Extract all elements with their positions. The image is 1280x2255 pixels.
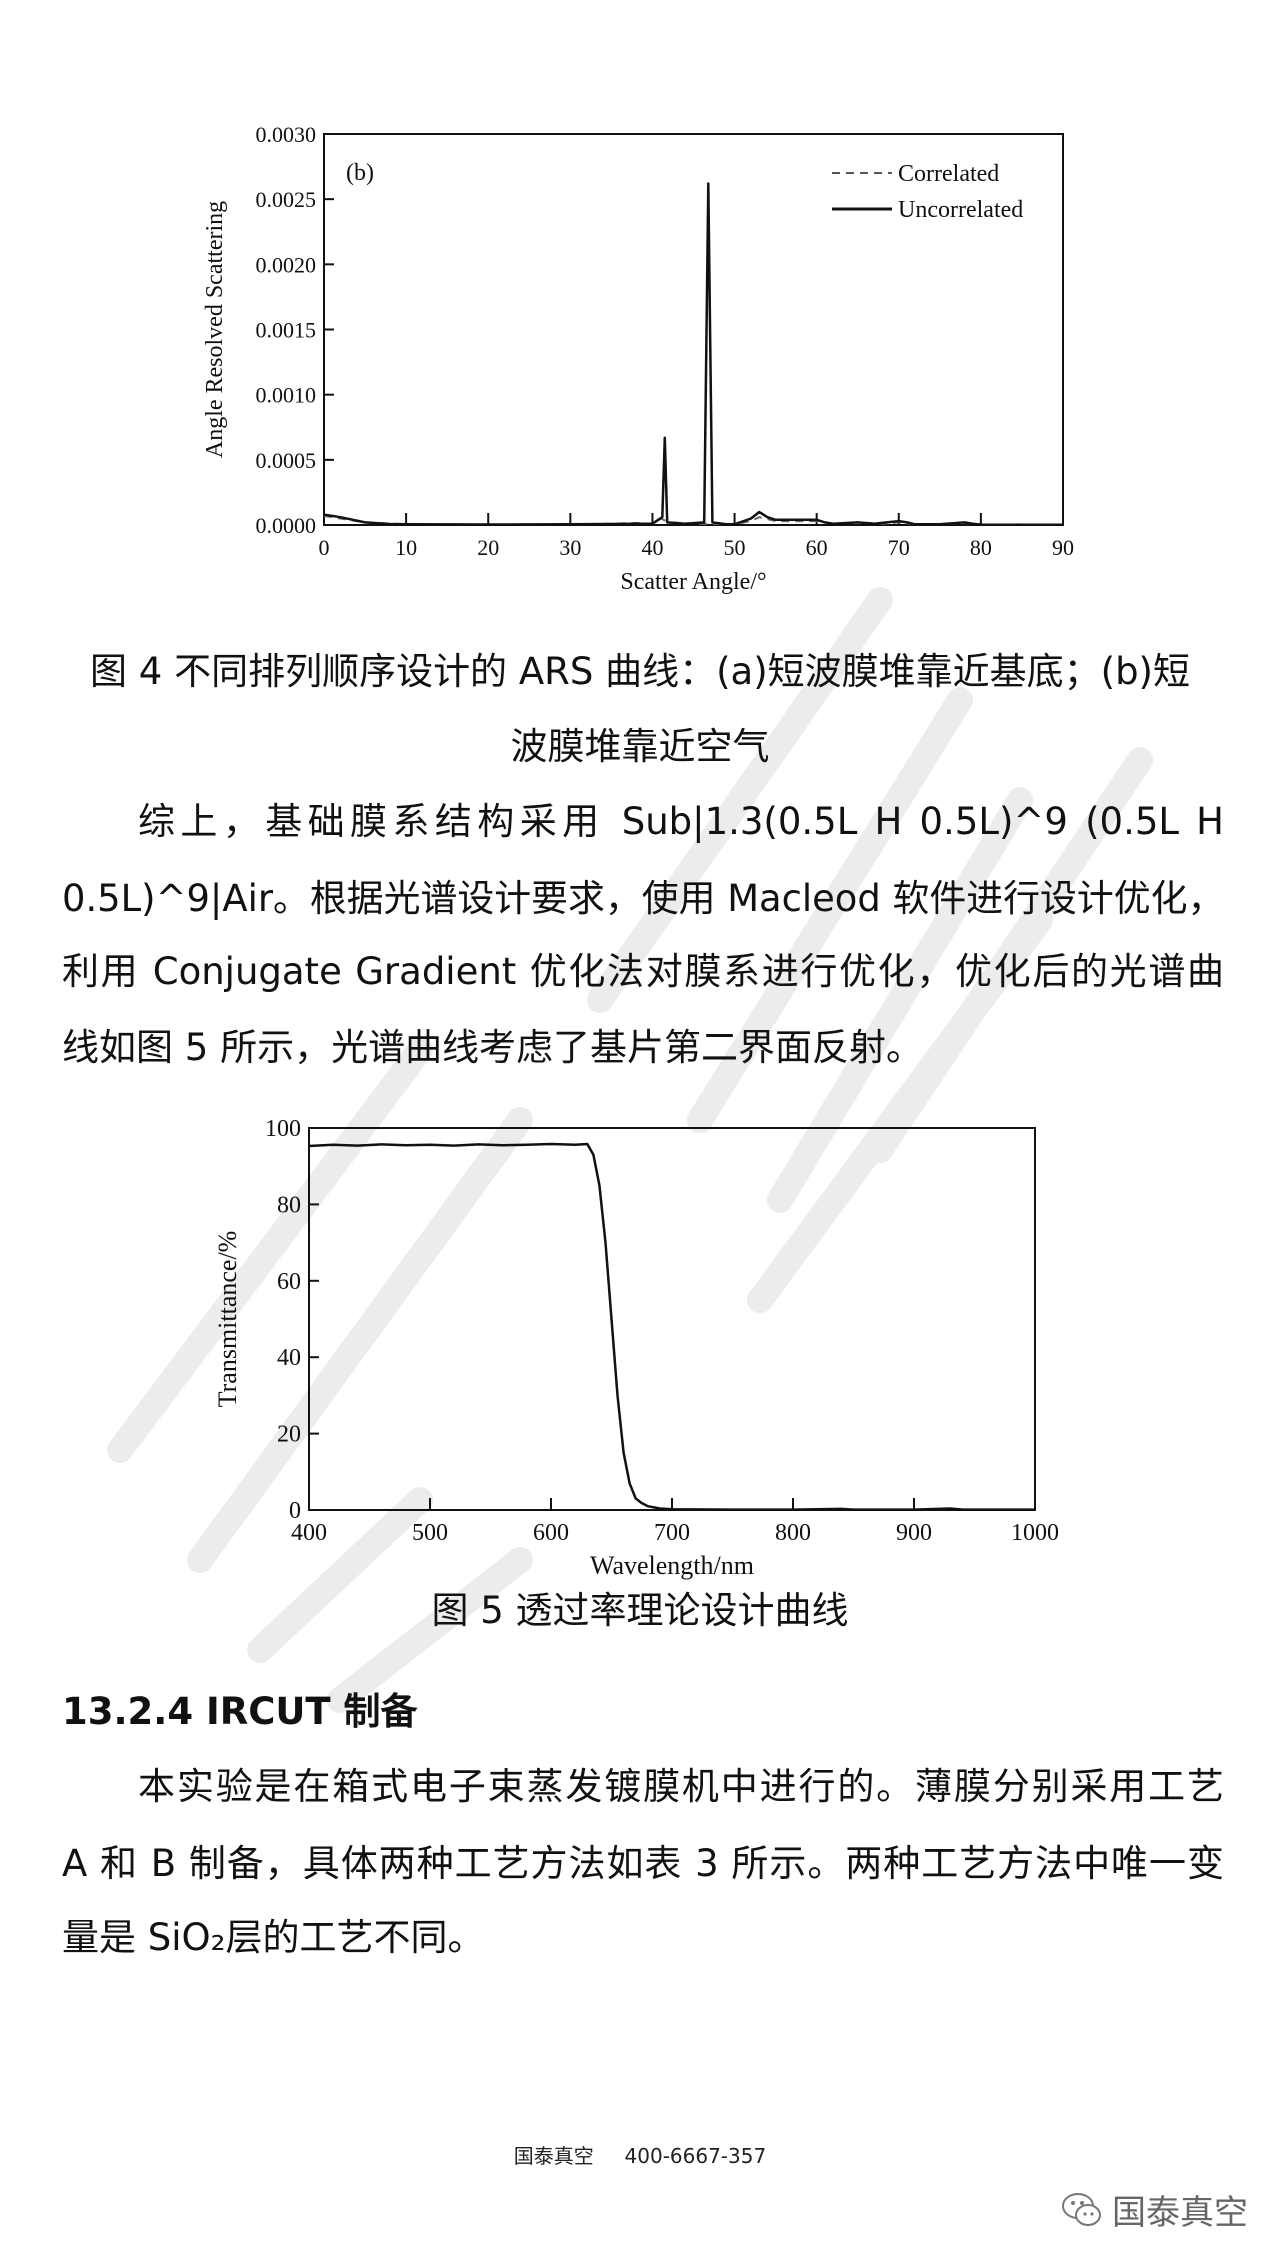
series-line-transmittance (308, 1142, 1035, 1511)
x-tick-label: 0 (319, 535, 330, 560)
plot-frame (323, 133, 1064, 526)
y-tick-label: 0.0010 (256, 383, 317, 408)
x-tick-label: 40 (641, 535, 663, 560)
x-tick-label: 500 (412, 1520, 448, 1546)
y-axis-label: Transmittance/% (213, 1231, 242, 1408)
y-tick-label: 0.0015 (256, 318, 317, 343)
figure4-caption-line1: 图 4 不同排列顺序设计的 ARS 曲线：(a)短波膜堆靠近基底；(b)短 (90, 650, 1190, 693)
section-line: A 和 B 制备，具体两种工艺方法如表 3 所示。两种工艺方法中唯一变 (62, 1842, 1224, 1885)
y-tick-label: 20 (277, 1422, 301, 1448)
section-line: 量是 SiO₂层的工艺不同。 (62, 1916, 485, 1959)
y-tick-label: 80 (277, 1192, 301, 1218)
x-tick-label: 80 (970, 535, 992, 560)
plot-frame (308, 1127, 1036, 1511)
y-tick-label: 0.0025 (256, 187, 317, 212)
wechat-badge: 国泰真空 (1060, 2185, 1248, 2234)
paragraph1-line: 0.5L)^9|Air。根据光谱设计要求，使用 Macleod 软件进行设计优化… (62, 877, 1225, 920)
figure5-caption: 图 5 透过率理论设计曲线 (431, 1589, 849, 1632)
x-tick-label: 30 (559, 535, 581, 560)
x-tick-label: 800 (775, 1520, 811, 1546)
x-axis-label: Scatter Angle/° (620, 569, 766, 595)
wechat-label: 国泰真空 (1112, 2193, 1248, 2233)
footer: 国泰真空 400-6667-357 (0, 2140, 1280, 2169)
x-tick-label: 700 (654, 1520, 690, 1546)
paragraph1-line: 线如图 5 所示，光谱曲线考虑了基片第二界面反射。 (62, 1026, 924, 1069)
y-tick-label: 0.0005 (256, 448, 317, 473)
footer-company: 国泰真空 (513, 2144, 594, 2168)
y-tick-label: 100 (265, 1116, 301, 1142)
x-tick-label: 400 (291, 1520, 327, 1546)
y-tick-label: 0.0030 (256, 122, 317, 147)
y-axis-label: Angle Resolved Scattering (202, 201, 228, 458)
x-tick-label: 1000 (1011, 1520, 1059, 1546)
x-tick-label: 70 (888, 535, 910, 560)
x-tick-label: 60 (806, 535, 828, 560)
paragraph1-line: 综上，基础膜系结构采用 Sub|1.3(0.5L H 0.5L)^9 (0.5L… (138, 800, 1224, 843)
wechat-icon (1062, 2192, 1101, 2226)
y-tick-label: 0.0000 (256, 513, 317, 538)
x-tick-label: 900 (896, 1520, 932, 1546)
x-tick-label: 20 (477, 535, 499, 560)
series-line-uncorrelated (323, 182, 1063, 526)
legend-label-uncorrelated: Uncorrelated (898, 197, 1023, 223)
x-axis-label: Wavelength/nm (590, 1551, 754, 1580)
transmittance-chart: 400 500 600 700 800 900 1000 0 20 40 60 80 100 Wavele… (213, 1116, 1059, 1580)
x-tick-label: 600 (533, 1520, 569, 1546)
section-line: 本实验是在箱式电子束蒸发镀膜机中进行的。薄膜分别采用工艺 (138, 1765, 1224, 1808)
y-tick-label: 0.0020 (256, 252, 317, 277)
paragraph1-line: 利用 Conjugate Gradient 优化法对膜系进行优化，优化后的光谱曲 (62, 950, 1224, 993)
x-tick-label: 50 (724, 535, 746, 560)
x-tick-label: 90 (1052, 535, 1074, 560)
legend-label-correlated: Correlated (898, 161, 999, 187)
ars-chart: 0 10 20 30 40 50 60 70 80 90 0.0000 0.0005 0.0010 0.0… (202, 122, 1074, 595)
y-tick-label: 40 (277, 1345, 301, 1371)
x-tick-label: 10 (395, 535, 417, 560)
figure4-caption-line2: 波膜堆靠近空气 (510, 725, 770, 768)
y-tick-label: 60 (277, 1269, 301, 1295)
section-heading: 13.2.4 IRCUT 制备 (62, 1690, 418, 1733)
y-tick-label: 0 (289, 1498, 301, 1524)
footer-phone: 400-6667-357 (624, 2144, 767, 2168)
panel-label: (b) (346, 160, 374, 186)
